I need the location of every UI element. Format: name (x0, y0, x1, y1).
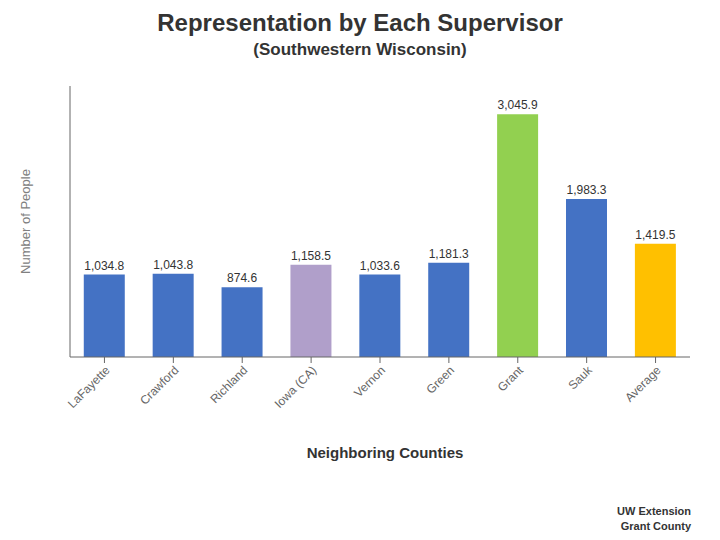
svg-text:Richland: Richland (207, 363, 250, 406)
svg-text:Crawford: Crawford (137, 363, 181, 407)
svg-text:1,983.3: 1,983.3 (566, 183, 606, 197)
svg-text:Green: Green (424, 363, 457, 396)
svg-text:1,181.3: 1,181.3 (429, 247, 469, 261)
svg-text:1,043.8: 1,043.8 (153, 258, 193, 272)
svg-text:Average: Average (622, 363, 664, 405)
svg-text:3,045.9: 3,045.9 (498, 98, 538, 112)
svg-text:Vernon: Vernon (351, 363, 388, 400)
html-text:Representation by Each Supervi: Representation by Each Supervisor (157, 9, 563, 36)
svg-text:874.6: 874.6 (227, 271, 257, 285)
svg-text:Iowa (CA): Iowa (CA) (272, 363, 320, 411)
html-text:Neighboring Counties: Neighboring Counties (306, 444, 464, 461)
svg-text:1,034.8: 1,034.8 (84, 259, 124, 273)
svg-text:Grant: Grant (495, 363, 527, 395)
svg-text:1,158.5: 1,158.5 (291, 249, 331, 263)
svg-text:LaFayette: LaFayette (65, 363, 113, 411)
html-text:UW Extension: UW Extension (617, 505, 691, 517)
html-text:Grant County: Grant County (620, 520, 691, 532)
svg-text:Sauk: Sauk (566, 363, 596, 393)
svg-text:1,033.6: 1,033.6 (360, 259, 400, 273)
svg-text:Number of People: Number of People (18, 169, 33, 274)
svg-text:1,419.5: 1,419.5 (635, 228, 675, 242)
html-text:(Southwestern Wisconsin): (Southwestern Wisconsin) (253, 40, 467, 59)
